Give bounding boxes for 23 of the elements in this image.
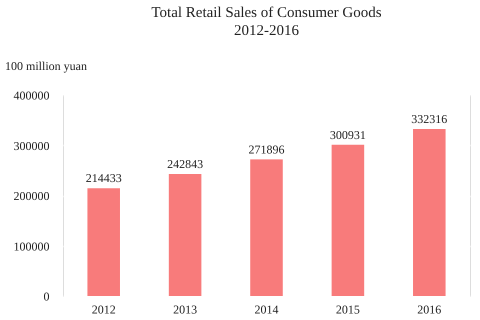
data-label: 271896 <box>248 142 284 156</box>
bar <box>250 159 283 296</box>
bar <box>168 174 202 296</box>
data-label: 242843 <box>167 156 204 171</box>
y-tick-label: 200000 <box>14 189 50 203</box>
y-tick-label: 400000 <box>14 88 50 102</box>
data-label: 332316 <box>411 112 448 126</box>
x-tick-label: 2012 <box>92 302 116 316</box>
x-tick-label: 2014 <box>254 302 278 316</box>
x-tick-label: 2016 <box>417 302 442 316</box>
y-axis-title: 100 million yuan <box>5 59 87 73</box>
y-tick-label: 0 <box>44 290 50 304</box>
data-label: 300931 <box>330 128 366 142</box>
y-tick-label: 300000 <box>14 138 50 153</box>
bar <box>332 144 364 296</box>
bar <box>413 129 446 296</box>
x-tick-label: 2015 <box>336 302 360 316</box>
bar <box>87 188 120 296</box>
data-label: 214433 <box>86 171 122 186</box>
x-tick-label: 2013 <box>173 302 198 316</box>
chart-subtitle: 2012-2016 <box>234 23 300 39</box>
y-tick-label: 100000 <box>14 239 50 254</box>
chart-title: Total Retail Sales of Consumer Goods <box>151 5 382 21</box>
